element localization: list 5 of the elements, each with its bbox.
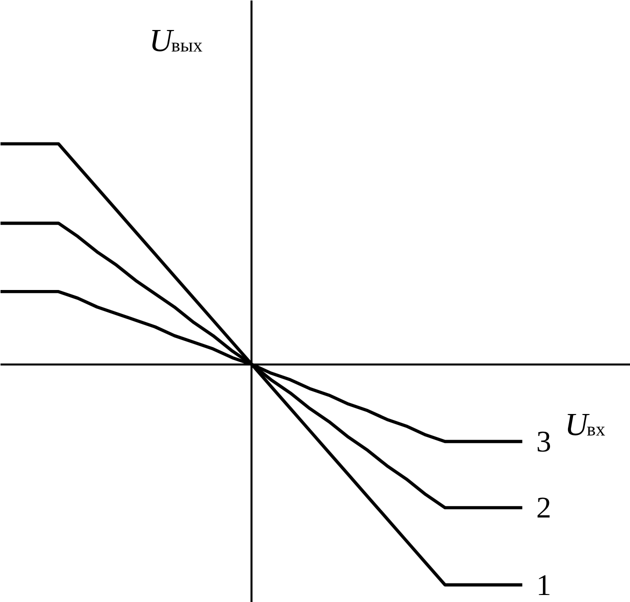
- y-axis-title: Uвых: [149, 22, 204, 58]
- series-label: 2: [536, 492, 552, 525]
- series-label: 3: [536, 426, 552, 459]
- x-axis-title: Uвх: [564, 406, 606, 442]
- series-label: 1: [536, 568, 552, 602]
